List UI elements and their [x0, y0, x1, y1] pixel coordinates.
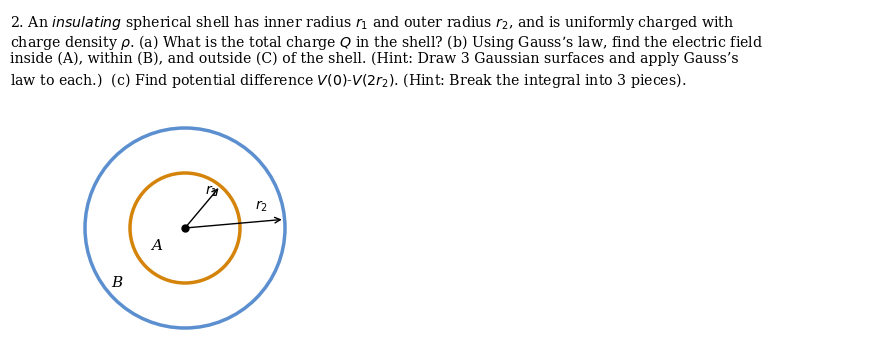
- Text: law to each.)  (c) Find potential difference $V(0)$-$V(2r_2)$. (Hint: Break the : law to each.) (c) Find potential differe…: [10, 71, 686, 90]
- Text: charge density $\rho$. (a) What is the total charge $Q$ in the shell? (b) Using : charge density $\rho$. (a) What is the t…: [10, 33, 763, 52]
- Text: 2. An $\it{insulating}$ spherical shell has inner radius $r_1$ and outer radius : 2. An $\it{insulating}$ spherical shell …: [10, 14, 734, 32]
- Text: B: B: [111, 276, 123, 290]
- Text: inside (A), within (B), and outside (C) of the shell. (Hint: Draw 3 Gaussian sur: inside (A), within (B), and outside (C) …: [10, 52, 738, 66]
- Text: $r_2$: $r_2$: [255, 199, 267, 214]
- Text: A: A: [152, 239, 162, 253]
- Text: $r_1$: $r_1$: [205, 184, 218, 199]
